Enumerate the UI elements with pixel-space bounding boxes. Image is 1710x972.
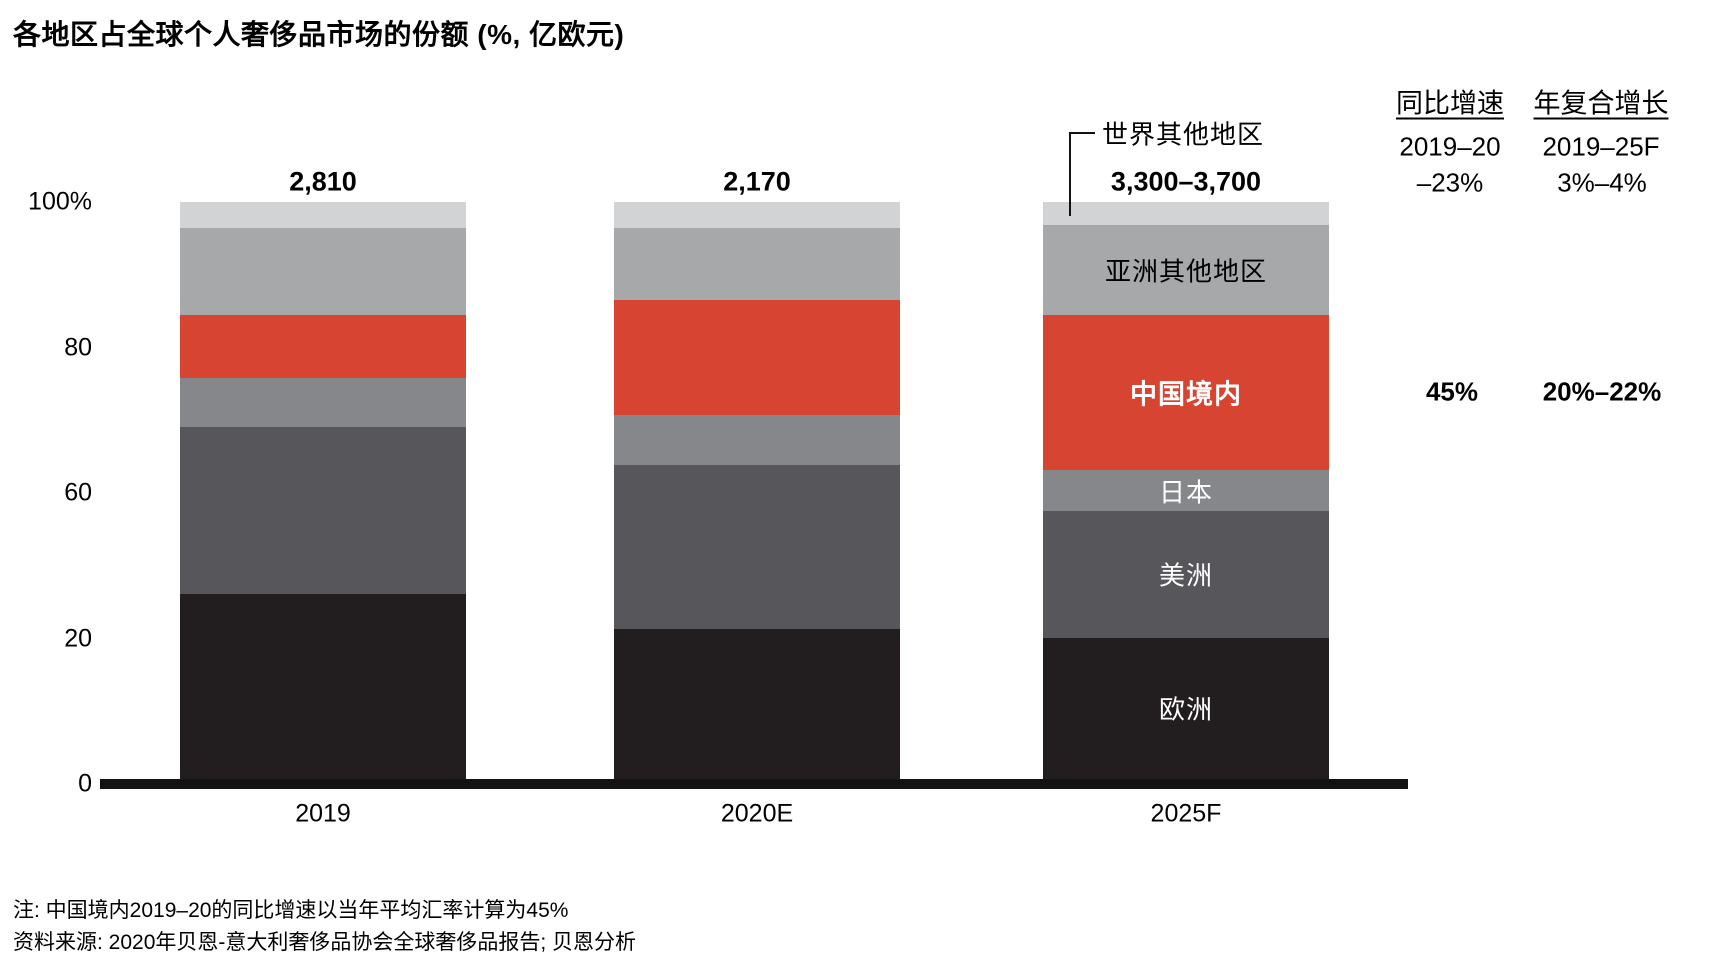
x-axis-label-2020E: 2020E (720, 799, 794, 828)
callout-label-rest-of-world: 世界其他地区 (1102, 119, 1265, 150)
bar-total-2019: 2,810 (289, 166, 357, 197)
y-tick-label: 60 (64, 478, 92, 507)
bar-segment-2020E-欧洲 (614, 628, 900, 779)
bar-segment-2019-亚洲其他地区 (180, 227, 466, 315)
growth-col2-market-value: 3%–4% (1557, 167, 1647, 198)
growth-col2-subheader: 2019–25F (1542, 131, 1660, 162)
bar-segment-2019-美洲 (180, 427, 466, 595)
bar-total-2020E: 2,170 (723, 166, 791, 197)
x-axis-label-2019: 2019 (295, 799, 351, 828)
callout-line-horizontal (1069, 132, 1095, 134)
bar-segment-2020E-亚洲其他地区 (614, 227, 900, 301)
bar-total-2025F: 3,300–3,700 (1110, 166, 1262, 197)
bar-segment-2025F-亚洲其他地区 (1043, 225, 1329, 315)
bar-segment-2025F-中国境内 (1043, 314, 1329, 471)
y-tick-label: 80 (64, 333, 92, 361)
growth-col1-china-value: 45% (1425, 376, 1479, 407)
x-axis-line (100, 779, 1408, 789)
segment-label-美洲: 美洲 (1158, 560, 1214, 591)
growth-col2-china-value: 20%–22% (1542, 376, 1662, 407)
bar-segment-2019-欧洲 (180, 594, 466, 779)
footnote: 注: 中国境内2019–20的同比增速以当年平均汇率计算为45% (13, 899, 569, 922)
bar-segment-2019-世界其他地区 (180, 202, 466, 228)
growth-col2-header: 年复合增长 (1533, 88, 1669, 119)
bar-segment-2019-日本 (180, 377, 466, 428)
bar-segment-2025F-世界其他地区 (1043, 202, 1329, 226)
bar-segment-2025F-欧洲 (1043, 637, 1329, 779)
chart-title: 各地区占全球个人奢侈品市场的份额 (%, 亿欧元) (13, 19, 625, 50)
segment-label-亚洲其他地区: 亚洲其他地区 (1104, 256, 1268, 287)
y-tick-label: 0 (78, 769, 92, 798)
segment-label-日本: 日本 (1158, 477, 1214, 507)
bar-segment-2019-中国境内 (180, 314, 466, 378)
bar-segment-2020E-世界其他地区 (614, 202, 900, 228)
callout-line-vertical (1069, 132, 1071, 216)
bar-segment-2025F-美洲 (1043, 510, 1329, 638)
source-note: 资料来源: 2020年贝恩-意大利奢侈品协会全球奢侈品报告; 贝恩分析 (13, 931, 637, 954)
bar-segment-2020E-美洲 (614, 464, 900, 629)
bar-segment-2025F-日本 (1043, 470, 1329, 511)
x-axis-label-2025F: 2025F (1150, 799, 1222, 828)
bar-segment-2020E-日本 (614, 415, 900, 465)
growth-col1-header: 同比增速 (1396, 88, 1504, 119)
y-tick-label: 20 (64, 624, 92, 652)
growth-col1-market-value: –23% (1416, 167, 1484, 198)
segment-label-欧洲: 欧洲 (1158, 694, 1214, 725)
segment-label-中国境内: 中国境内 (1130, 379, 1242, 410)
bar-segment-2020E-中国境内 (614, 300, 900, 416)
growth-col1-subheader: 2019–20 (1399, 131, 1501, 162)
y-tick-label: 100% (28, 187, 92, 216)
